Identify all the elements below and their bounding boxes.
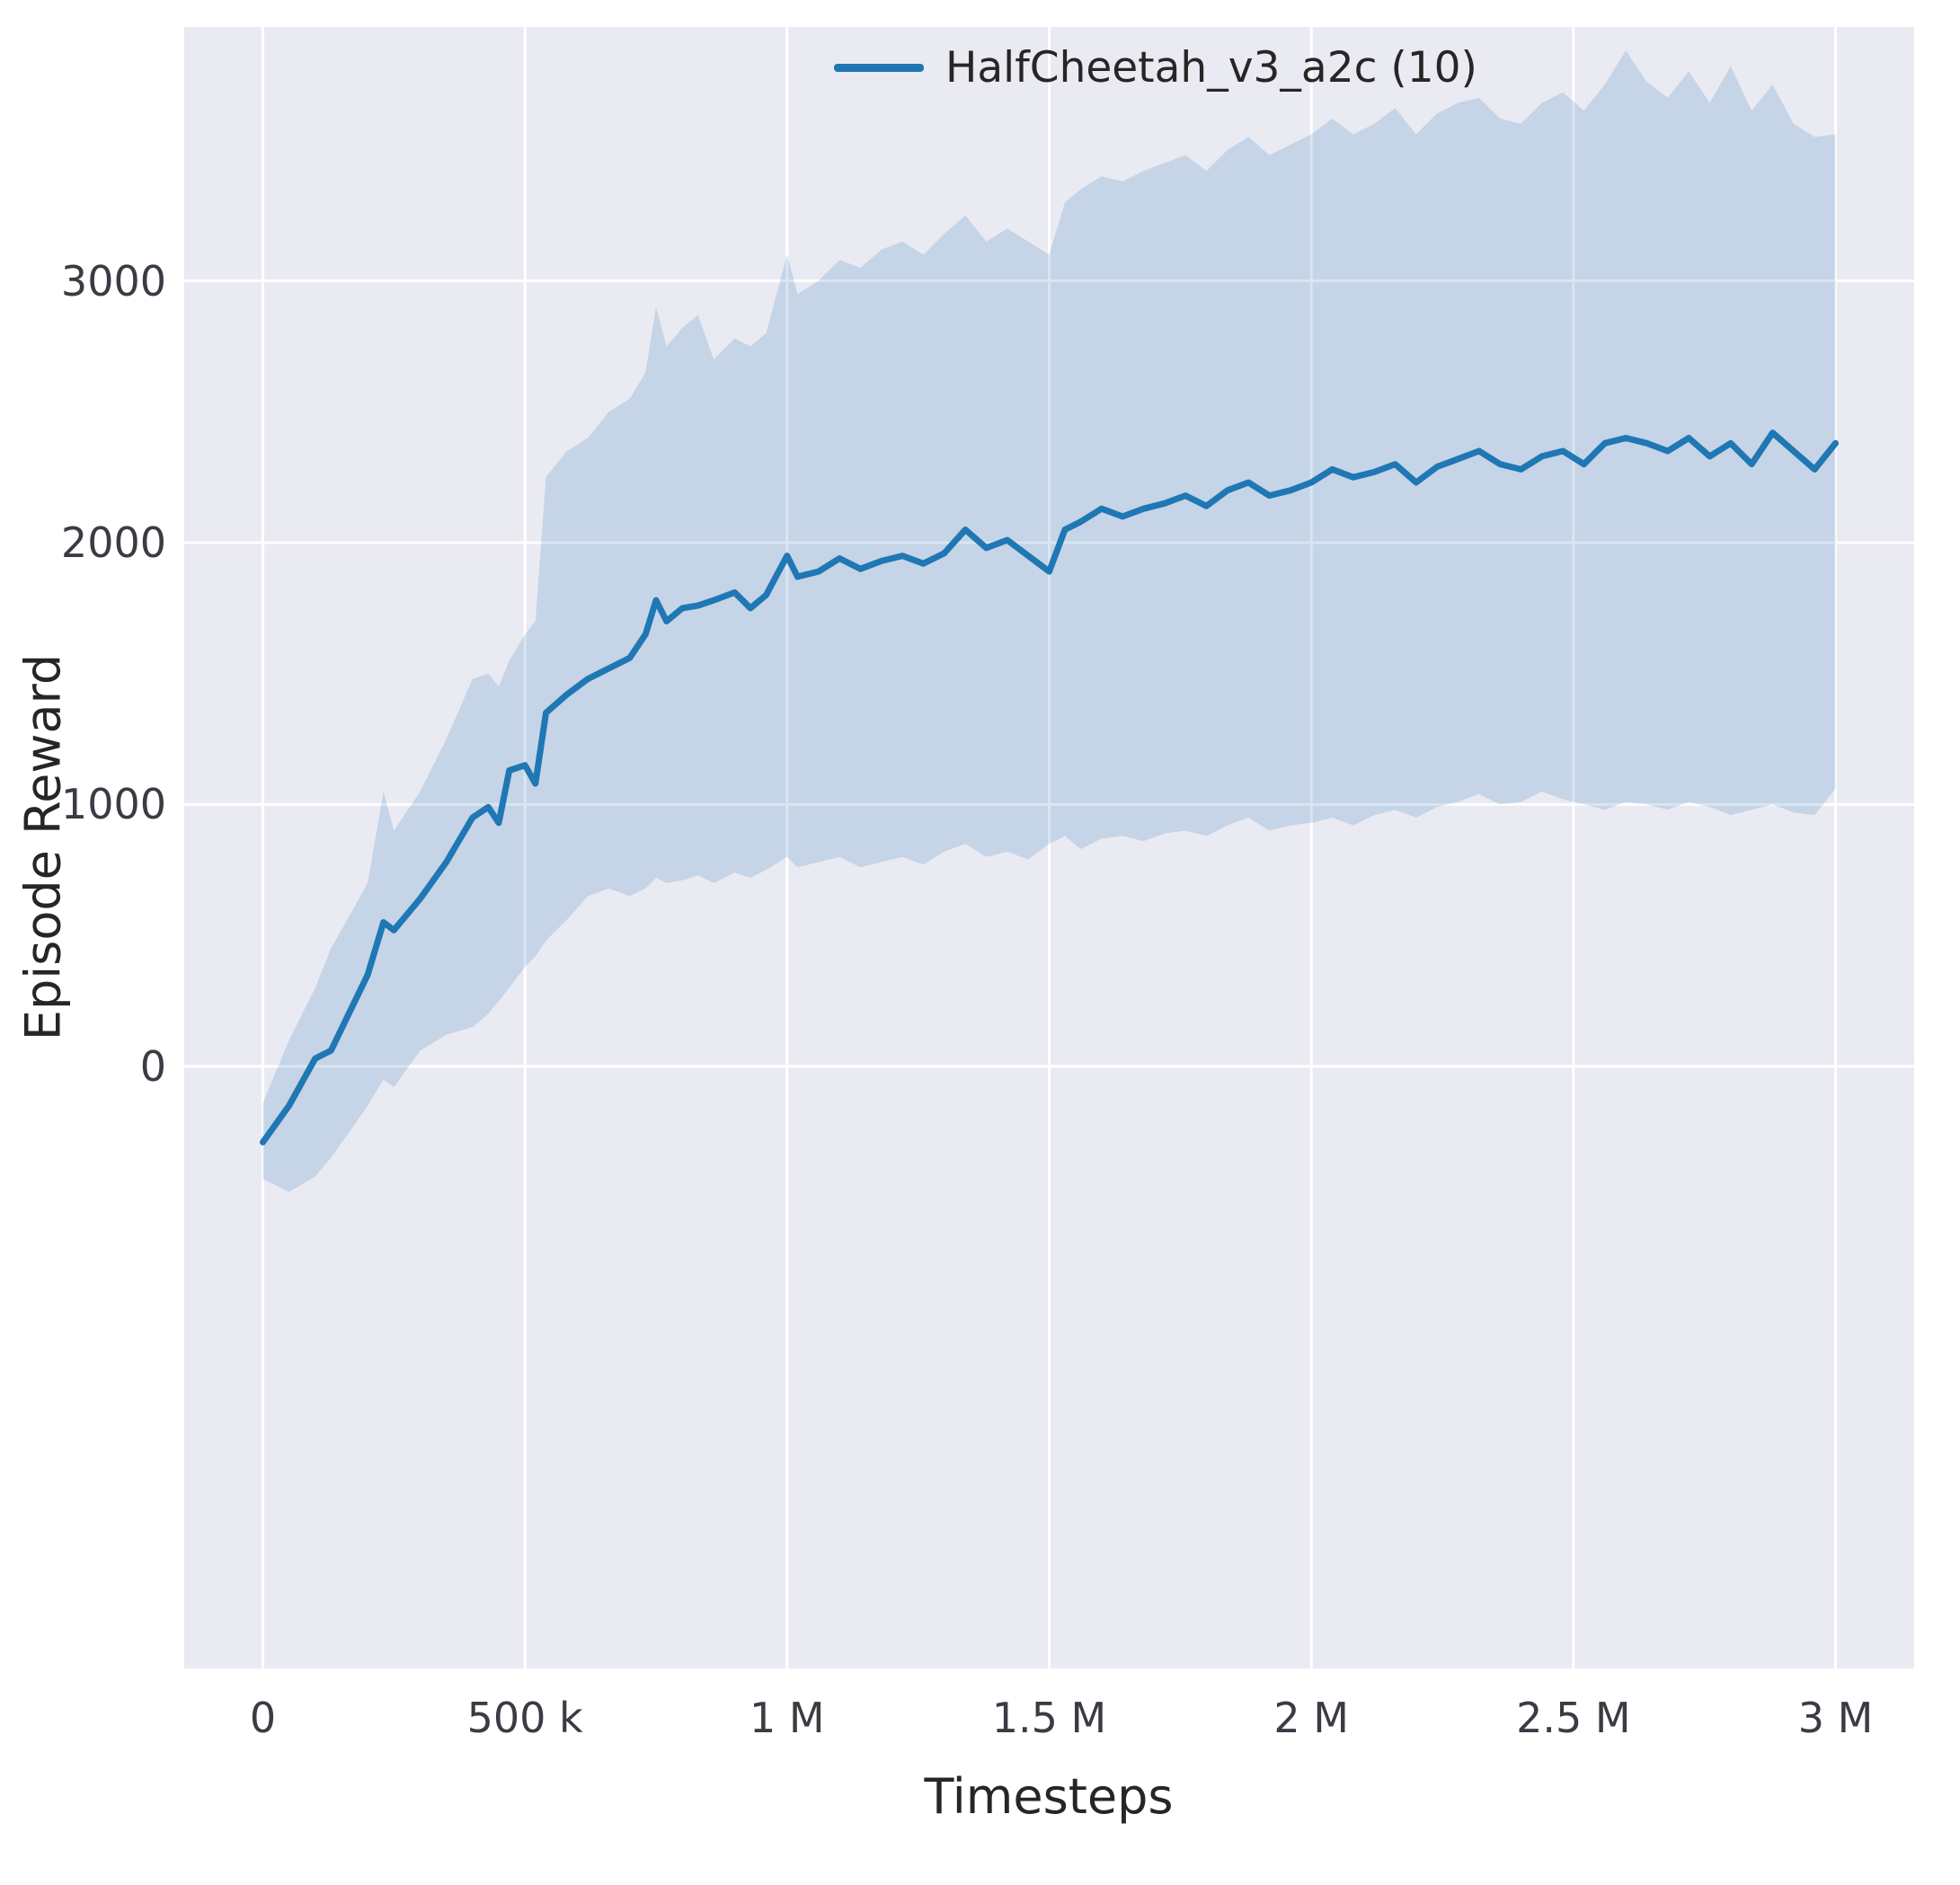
legend-label: HalfCheetah_v3_a2c (10) <box>945 43 1477 93</box>
x-tick-label: 0 <box>249 1694 277 1742</box>
y-tick-label: 3000 <box>60 256 166 305</box>
x-axis-label: Timesteps <box>924 1768 1174 1825</box>
confidence-band <box>262 50 1836 1192</box>
y-tick-label: 0 <box>139 1041 166 1091</box>
y-axis-label: Episode Reward <box>14 653 72 1041</box>
legend: HalfCheetah_v3_a2c (10) <box>834 43 1477 93</box>
x-tick-label: 2.5 M <box>1516 1694 1631 1742</box>
x-tick-label: 1.5 M <box>991 1694 1107 1742</box>
x-tick-label: 2 M <box>1273 1694 1349 1742</box>
y-tick-label: 1000 <box>60 780 166 829</box>
x-tick-label: 1 M <box>749 1694 825 1742</box>
x-tick-label: 3 M <box>1797 1694 1874 1742</box>
legend-line-sample <box>834 64 924 72</box>
y-tick-label: 2000 <box>60 518 166 568</box>
x-tick-label: 500 k <box>466 1694 583 1742</box>
mean-line <box>260 429 1839 1146</box>
